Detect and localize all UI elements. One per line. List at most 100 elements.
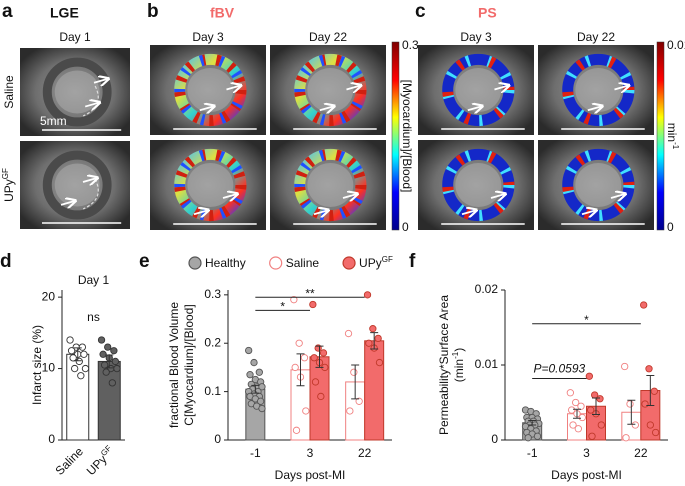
data-point [245,346,253,355]
ring-speckle [562,148,635,222]
data-point [369,325,377,333]
data-point [319,349,328,357]
data-point [67,347,76,355]
arrow [199,106,214,110]
text-part: ) [452,348,466,352]
y-axis-label: C[Myocardium]/[Blood] [182,304,196,425]
panel-letter: d [0,251,12,272]
data-point [566,389,574,397]
arrow [226,86,240,90]
ring-speckle [294,148,367,222]
data-point [652,428,660,437]
data-point [78,343,87,351]
mri-image [20,48,130,136]
text-part: Saline [53,444,87,478]
data-point [295,339,303,347]
error-bar [627,399,636,425]
data-point [302,407,310,415]
ring-speckle [442,148,515,222]
data-point [246,371,254,379]
error-bar [251,384,260,394]
blood-pool [54,70,100,114]
mri-image [150,140,266,230]
x-tick-label: UPyGF [83,443,118,478]
data-point [250,358,258,367]
day-label: Day 3 [192,30,224,44]
day-label: Day 3 [460,30,492,44]
data-point [113,364,121,373]
data-point [588,432,596,440]
arrow [222,194,237,198]
blood-pool [187,162,234,208]
data-point [110,347,118,355]
myocardium-ring [42,57,112,127]
day-label: Day 22 [309,30,347,44]
legend-marker [188,256,202,270]
mri-image [270,140,386,230]
row-label: Saline [2,75,16,109]
superscript: GF [382,255,393,264]
colorbar-label: [Myocardium]/[Blood] [400,80,414,193]
data-point [533,432,542,440]
bar [364,340,385,441]
panel-letter: a [2,1,13,22]
error-bar [370,332,379,350]
y-tick-label: 0.3 [204,287,221,301]
legend-marker [269,256,283,270]
superscript: GF [1,168,10,179]
data-point [569,421,577,429]
data-point [650,387,658,395]
y-tick-label: 0.1 [204,384,221,398]
annotation: ** [305,286,315,300]
panel-title: fBV [210,5,235,21]
data-point [111,357,120,366]
text-part: UPy [2,179,16,202]
data-point [290,296,298,304]
error-bar [351,364,360,400]
data-point [587,406,595,414]
annotation: P=0.0593 [533,362,585,376]
data-point [97,336,106,344]
colorbar [391,41,400,231]
data-point [577,402,585,410]
colorbar-min: 0 [402,220,409,234]
arrow [84,103,99,107]
arrow [581,210,596,214]
annotation: * [280,299,285,313]
y-tick-label: 20 [42,289,56,303]
annotation: * [584,313,589,327]
day-label: Day 1 [59,30,91,44]
mri-image [150,45,266,135]
arrow [346,86,360,90]
arrow [461,210,476,214]
data-point [104,343,112,351]
ring-speckle [294,53,367,127]
data-point [69,354,77,362]
error-bar [315,345,324,368]
data-point [102,368,110,376]
legend-label: UPyGF [359,255,393,271]
day-label: Day 22 [577,30,615,44]
arrow [193,210,208,214]
data-point [640,301,648,309]
y-tick-label: 0.2 [204,335,221,349]
superscript: -1 [671,142,680,150]
arrow [467,106,482,110]
arrow [60,201,75,205]
data-point [100,361,109,369]
y-axis-label: fractional Blood Volume [167,302,181,428]
data-point [317,392,325,401]
data-point [572,398,580,407]
y-tick-label: 0 [48,432,55,446]
y-axis-label: (min-1) [451,348,467,382]
text-part: min [665,123,679,142]
panel-letter: f [409,251,416,272]
arrow [319,106,334,110]
ring-speckle [174,53,247,127]
chart-title: Day 1 [78,273,110,287]
text-part: (min [452,359,466,382]
blood-pool [455,162,502,208]
colorbar [656,41,665,231]
data-point [300,354,309,362]
